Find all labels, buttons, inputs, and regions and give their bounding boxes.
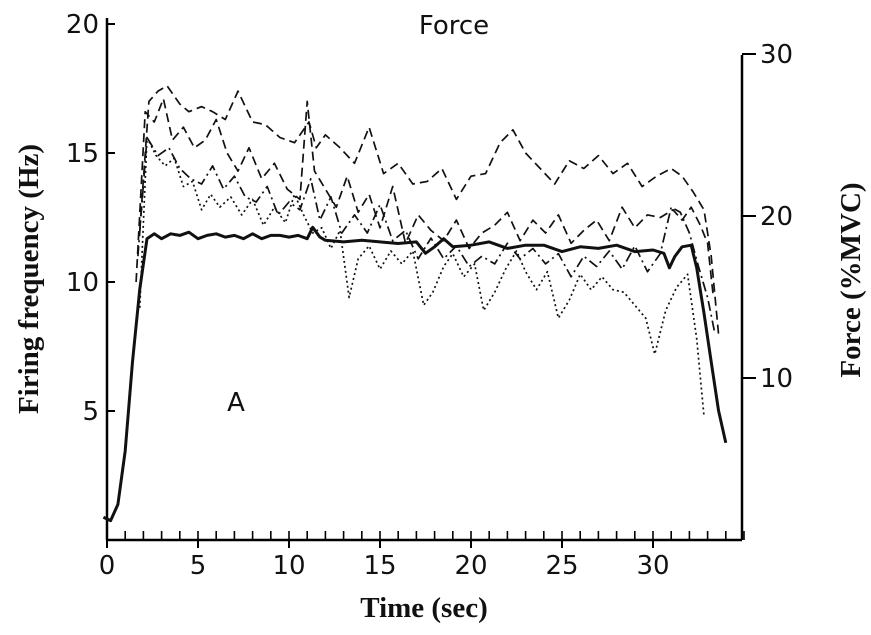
y2-ticks: 10 20 30 — [742, 40, 793, 394]
panel-label: A — [227, 388, 245, 418]
x-axis-title: Time (sec) — [360, 592, 488, 624]
y2-tick-label: 20 — [760, 202, 793, 232]
x-tick-label: 5 — [190, 551, 207, 581]
y-tick-label: 20 — [66, 10, 99, 40]
x-tick-label: 10 — [272, 551, 305, 581]
series-layer — [102, 85, 728, 523]
force-annotation: Force — [419, 11, 489, 41]
force-series-line — [102, 225, 728, 523]
y-tick-label: 10 — [66, 268, 99, 298]
x-tick-label: 20 — [454, 551, 487, 581]
y-tick-label: 5 — [82, 397, 99, 427]
firing-rate-series-line-1 — [138, 85, 720, 334]
y2-tick-label: 10 — [760, 364, 793, 394]
x-tick-label: 15 — [363, 551, 396, 581]
y-axis-title: Firing frequency (Hz) — [13, 144, 45, 414]
x-tick-label: 30 — [636, 551, 669, 581]
firing-rate-series-line-2 — [135, 97, 714, 295]
y2-tick-label: 30 — [760, 40, 793, 70]
x-tick-label: 25 — [545, 551, 578, 581]
firing-rate-series-line-4 — [138, 136, 705, 417]
y2-axis-title: Force (%MVC) — [835, 182, 867, 377]
x-minor-ticks — [106, 531, 745, 540]
x-tick-label: 0 — [99, 551, 116, 581]
y-ticks: 5 10 15 20 — [66, 10, 115, 427]
firing-rate-series-line-3 — [137, 136, 716, 334]
y-tick-label: 15 — [66, 139, 99, 169]
x-ticks: 0 5 10 15 20 25 30 — [99, 540, 670, 581]
plot-frame — [105, 18, 744, 542]
